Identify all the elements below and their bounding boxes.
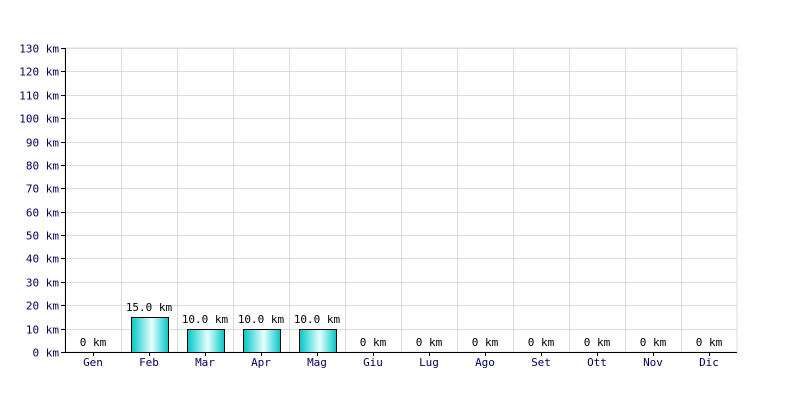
bar-value-label: 15.0 km [126,301,173,314]
y-tick-label: 70 km [26,183,59,196]
bar [131,317,169,353]
x-tick-label: Dic [699,356,719,369]
bar [187,329,225,353]
y-tick-label: 90 km [26,137,59,150]
bar-value-label: 0 km [360,336,387,349]
y-tick-label: 50 km [26,230,59,243]
x-tick-label: Nov [643,356,663,369]
x-tick-label: Giu [363,356,383,369]
y-tick-label: 130 km [19,43,59,56]
y-tick-label: 80 km [26,160,59,173]
bar [243,329,281,353]
bar-value-label: 0 km [528,336,555,349]
x-tick-label: Feb [139,356,159,369]
y-tick-label: 120 km [19,66,59,79]
x-tick-label: Mag [307,356,327,369]
y-tick-label: 100 km [19,113,59,126]
x-tick-label: Lug [419,356,439,369]
y-tick-label: 20 km [26,300,59,313]
bar-value-label: 0 km [696,336,723,349]
x-tick-label: Set [531,356,551,369]
y-tick-label: 110 km [19,90,59,103]
x-tick-label: Apr [251,356,271,369]
y-tick-label: 10 km [26,324,59,337]
y-tick-label: 40 km [26,253,59,266]
bar [299,329,337,353]
x-tick-label: Ott [587,356,607,369]
x-tick-label: Ago [475,356,495,369]
bar-value-label: 0 km [584,336,611,349]
bar-value-label: 0 km [416,336,443,349]
bars [131,317,337,353]
bar-value-label: 0 km [640,336,667,349]
bar-value-label: 10.0 km [238,313,285,326]
x-tick-label: Gen [83,356,103,369]
y-tick-label: 0 km [33,347,60,360]
bar-value-label: 10.0 km [182,313,229,326]
bar-value-label: 10.0 km [294,313,341,326]
labels: 0 km 10 km 20 km 30 km 40 km 50 km 60 km 70 km 8… [19,43,722,370]
bar-value-label: 0 km [80,336,107,349]
y-tick-label: 60 km [26,207,59,220]
axes [61,48,737,356]
bar-value-label: 0 km [472,336,499,349]
y-tick-label: 30 km [26,277,59,290]
x-tick-label: Mar [195,356,215,369]
grid [64,47,738,353]
